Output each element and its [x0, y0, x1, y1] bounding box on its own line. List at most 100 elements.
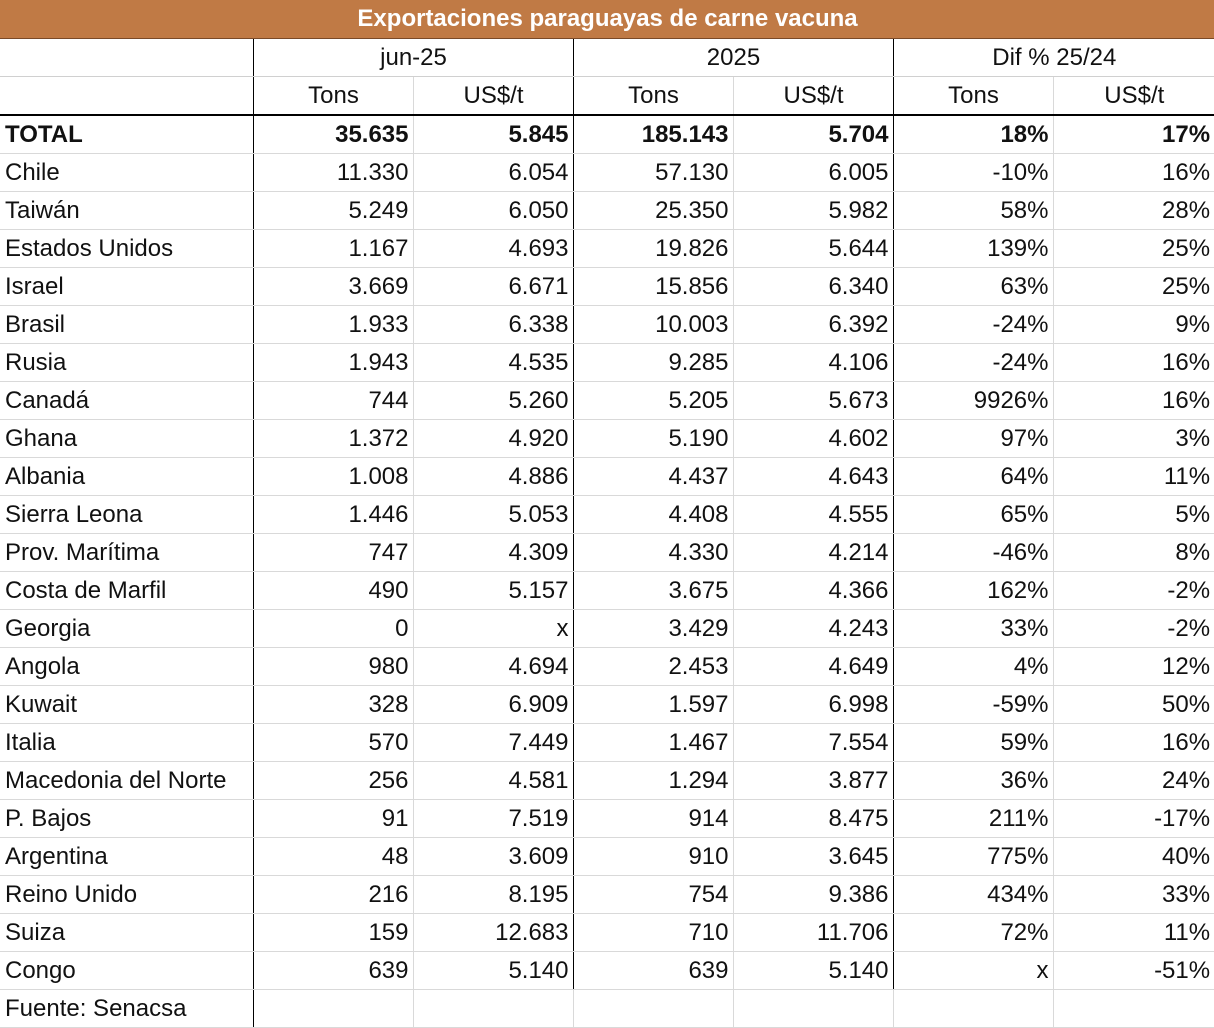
table-cell: 58%	[893, 191, 1054, 230]
table-cell: -24%	[893, 343, 1054, 382]
table-cell: 744	[253, 381, 414, 420]
table-cell: 36%	[893, 761, 1054, 800]
table-cell: 12.683	[413, 913, 574, 952]
table-cell: 162%	[893, 571, 1054, 610]
table-cell: 9.285	[573, 343, 734, 382]
table-cell: 10.003	[573, 305, 734, 344]
source-note: Fuente: Senacsa	[0, 989, 254, 1028]
table-title: Exportaciones paraguayas de carne vacuna	[0, 0, 1214, 39]
table-cell: 6.671	[413, 267, 574, 306]
table-cell: 754	[573, 875, 734, 914]
table-cell: 5%	[1053, 495, 1214, 534]
country-name: Rusia	[0, 343, 254, 382]
table-row: Italia 570 7.449 1.467 7.554 59% 16%	[0, 723, 1214, 762]
table-cell: 65%	[893, 495, 1054, 534]
table-cell: 16%	[1053, 723, 1214, 762]
table-cell: 4%	[893, 647, 1054, 686]
table-cell: 747	[253, 533, 414, 572]
table-cell: 9.386	[733, 875, 894, 914]
table-row: Rusia 1.943 4.535 9.285 4.106 -24% 16%	[0, 343, 1214, 382]
country-name: Ghana	[0, 419, 254, 458]
country-name: Israel	[0, 267, 254, 306]
table-cell: 25%	[1053, 267, 1214, 306]
table-cell: 3.609	[413, 837, 574, 876]
table-row: Sierra Leona 1.446 5.053 4.408 4.555 65% 5%	[0, 495, 1214, 534]
country-name: Suiza	[0, 913, 254, 952]
table-cell: x	[413, 609, 574, 648]
table-cell: 5.260	[413, 381, 574, 420]
table-cell: -24%	[893, 305, 1054, 344]
table-cell: 57.130	[573, 153, 734, 192]
table-cell: 1.446	[253, 495, 414, 534]
table-cell: 1.467	[573, 723, 734, 762]
table-cell: 5.190	[573, 419, 734, 458]
table-cell: 6.050	[413, 191, 574, 230]
table-cell: 639	[573, 951, 734, 990]
table-cell: -59%	[893, 685, 1054, 724]
table-cell: 3%	[1053, 419, 1214, 458]
table-cell: 4.920	[413, 419, 574, 458]
table-cell: 33%	[893, 609, 1054, 648]
table-row: P. Bajos 91 7.519 914 8.475 211% -17%	[0, 799, 1214, 838]
table-cell: 6.340	[733, 267, 894, 306]
title-row: Exportaciones paraguayas de carne vacuna	[0, 0, 1214, 39]
table-cell: 6.005	[733, 153, 894, 192]
table-cell: 16%	[1053, 153, 1214, 192]
table-cell: 211%	[893, 799, 1054, 838]
table-cell: 64%	[893, 457, 1054, 496]
table-cell: 1.294	[573, 761, 734, 800]
table-cell: -2%	[1053, 571, 1214, 610]
table-cell: 4.408	[573, 495, 734, 534]
table-cell: 490	[253, 571, 414, 610]
table-cell: 139%	[893, 229, 1054, 268]
table-cell: 48	[253, 837, 414, 876]
group-header-dif: Dif % 25/24	[893, 38, 1214, 77]
table-cell: 7.449	[413, 723, 574, 762]
table-cell: 72%	[893, 913, 1054, 952]
table-cell: 2.453	[573, 647, 734, 686]
table-cell: -51%	[1053, 951, 1214, 990]
table-cell: 8.475	[733, 799, 894, 838]
table-row: Costa de Marfil 490 5.157 3.675 4.366 162% -2%	[0, 571, 1214, 610]
table-cell: 3.669	[253, 267, 414, 306]
table-cell: 16%	[1053, 343, 1214, 382]
table-cell: 5.249	[253, 191, 414, 230]
country-name: Argentina	[0, 837, 254, 876]
table-cell: 25.350	[573, 191, 734, 230]
country-name: Georgia	[0, 609, 254, 648]
total-row: TOTAL 35.635 5.845 185.143 5.704 18% 17%	[0, 114, 1214, 154]
table-cell: 3.429	[573, 609, 734, 648]
table-cell: 12%	[1053, 647, 1214, 686]
table-cell: 25%	[1053, 229, 1214, 268]
country-name: Costa de Marfil	[0, 571, 254, 610]
table-row: Israel 3.669 6.671 15.856 6.340 63% 25%	[0, 267, 1214, 306]
table-cell: 50%	[1053, 685, 1214, 724]
table-cell: 4.214	[733, 533, 894, 572]
table-cell: 5.982	[733, 191, 894, 230]
empty-cell	[413, 989, 574, 1028]
table-cell: 15.856	[573, 267, 734, 306]
table-cell: 4.535	[413, 343, 574, 382]
country-name: Albania	[0, 457, 254, 496]
table-cell: 9926%	[893, 381, 1054, 420]
table-row: Canadá 744 5.260 5.205 5.673 9926% 16%	[0, 381, 1214, 420]
table-cell: 980	[253, 647, 414, 686]
table-cell: 59%	[893, 723, 1054, 762]
table-cell: 5.673	[733, 381, 894, 420]
table-row: Argentina 48 3.609 910 3.645 775% 40%	[0, 837, 1214, 876]
table-row: Congo 639 5.140 639 5.140 x -51%	[0, 951, 1214, 990]
table-row: Ghana 1.372 4.920 5.190 4.602 97% 3%	[0, 419, 1214, 458]
table-row: Albania 1.008 4.886 4.437 4.643 64% 11%	[0, 457, 1214, 496]
country-name: Macedonia del Norte	[0, 761, 254, 800]
table-cell: 0	[253, 609, 414, 648]
table-cell: 11%	[1053, 457, 1214, 496]
table-cell: 4.243	[733, 609, 894, 648]
table-cell: 11%	[1053, 913, 1214, 952]
header-blank	[0, 38, 254, 77]
table-row: Chile 11.330 6.054 57.130 6.005 -10% 16%	[0, 153, 1214, 192]
table-cell: 33%	[1053, 875, 1214, 914]
table-cell: 4.693	[413, 229, 574, 268]
table-cell: 1.597	[573, 685, 734, 724]
table-cell: 4.643	[733, 457, 894, 496]
table-cell: 5.053	[413, 495, 574, 534]
